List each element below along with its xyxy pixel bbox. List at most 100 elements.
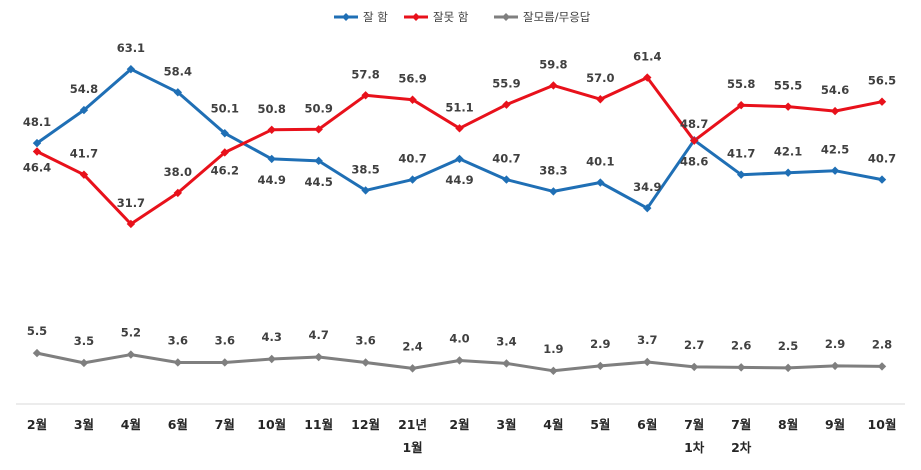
data-point-approve xyxy=(596,178,605,187)
data-label-disapprove: 41.7 xyxy=(70,147,98,161)
data-label-approve: 48.1 xyxy=(23,115,51,129)
data-point-disapprove xyxy=(690,136,699,145)
x-tick-label: 2월 xyxy=(449,417,469,432)
x-tick-labels: 2월 3월 4월 6월 7월 10월 11월 12월 21년 1월 2월 3월 4월 5월 6월 7월 1차 7월… xyxy=(27,417,897,455)
data-point-unsure xyxy=(173,358,183,367)
data-label-approve: 38.3 xyxy=(539,163,567,177)
data-point-unsure xyxy=(455,356,464,365)
data-point-disapprove xyxy=(783,102,793,111)
legend-marker-unsure xyxy=(502,13,510,21)
x-tick-label: 6월 xyxy=(637,417,657,432)
data-point-unsure xyxy=(408,364,417,373)
data-point-unsure xyxy=(32,348,42,358)
data-label-unsure: 1.9 xyxy=(543,342,563,356)
data-labels: 48.1 54.8 63.1 58.4 50.1 44.9 44.5 38.5 40.7 44.9… xyxy=(23,41,896,356)
data-point-disapprove xyxy=(408,95,417,104)
data-point-approve xyxy=(126,64,136,74)
data-point-unsure xyxy=(361,358,370,367)
data-label-approve: 40.7 xyxy=(868,152,896,166)
data-point-unsure xyxy=(220,358,229,367)
data-point-disapprove xyxy=(361,91,370,100)
data-point-approve xyxy=(549,187,558,196)
x-tick-label: 10월 xyxy=(257,417,286,432)
data-point-disapprove xyxy=(830,106,840,116)
series-lines xyxy=(36,67,883,373)
data-label-disapprove: 48.6 xyxy=(680,155,708,169)
data-label-approve: 42.5 xyxy=(821,143,849,157)
data-point-unsure xyxy=(736,363,746,372)
x-tick-label: 12월 xyxy=(351,417,380,432)
legend-marker-approve xyxy=(342,13,350,21)
data-point-unsure xyxy=(596,361,605,371)
data-point-approve xyxy=(830,166,840,175)
data-point-approve xyxy=(877,175,887,184)
data-label-unsure: 2.6 xyxy=(731,338,751,352)
data-label-approve: 40.7 xyxy=(398,152,426,166)
x-tick-label: 1월 xyxy=(402,440,422,455)
data-point-approve xyxy=(455,154,464,164)
data-point-disapprove xyxy=(643,73,652,82)
data-point-approve xyxy=(502,175,511,184)
x-tick-label: 21년 xyxy=(398,417,427,432)
x-tick-label: 2월 xyxy=(27,417,47,432)
data-point-unsure xyxy=(314,352,323,362)
data-label-disapprove: 54.6 xyxy=(821,83,849,97)
data-label-disapprove: 50.9 xyxy=(304,101,332,115)
data-point-approve xyxy=(220,129,229,138)
data-point-disapprove xyxy=(877,97,887,106)
data-label-unsure: 2.4 xyxy=(402,339,422,353)
x-tick-label: 11월 xyxy=(304,417,333,432)
x-tick-label: 9월 xyxy=(825,417,845,432)
data-label-disapprove: 55.9 xyxy=(492,77,520,91)
data-point-unsure xyxy=(783,363,793,373)
data-label-unsure: 4.0 xyxy=(449,331,469,345)
data-point-unsure xyxy=(549,366,558,376)
x-tick-label: 7월 xyxy=(215,417,235,432)
data-label-unsure: 3.5 xyxy=(74,334,94,348)
data-point-unsure xyxy=(79,358,89,368)
data-point-disapprove xyxy=(267,125,276,135)
data-point-disapprove xyxy=(126,219,136,229)
data-point-approve xyxy=(314,156,323,166)
data-point-disapprove xyxy=(596,95,605,104)
data-point-unsure xyxy=(690,362,699,372)
data-label-unsure: 5.5 xyxy=(27,324,47,338)
data-label-approve: 40.7 xyxy=(492,152,520,166)
x-tick-label: 4월 xyxy=(543,417,563,432)
data-label-unsure: 2.9 xyxy=(825,337,845,351)
data-point-disapprove xyxy=(502,100,511,109)
data-point-approve xyxy=(79,105,89,115)
data-label-disapprove: 55.8 xyxy=(727,77,755,91)
data-point-approve xyxy=(267,154,276,164)
data-point-unsure xyxy=(877,362,887,371)
data-label-unsure: 3.7 xyxy=(637,333,657,347)
legend-label-approve: 잘 함 xyxy=(363,10,388,24)
x-tick-label: 4월 xyxy=(121,417,141,432)
data-label-approve: 42.1 xyxy=(774,145,802,159)
data-point-approve xyxy=(643,203,652,213)
x-tick-label: 3월 xyxy=(496,417,516,432)
data-point-unsure xyxy=(643,357,652,367)
x-tick-label: 7월 xyxy=(684,417,704,432)
data-label-disapprove: 38.0 xyxy=(164,165,192,179)
data-label-approve: 50.1 xyxy=(211,101,239,115)
legend-marker-disapprove xyxy=(412,13,420,21)
data-label-disapprove: 57.8 xyxy=(351,67,379,81)
data-label-disapprove: 50.8 xyxy=(258,102,286,116)
data-point-unsure xyxy=(267,354,276,364)
data-label-approve: 63.1 xyxy=(117,41,145,55)
data-label-unsure: 4.3 xyxy=(262,330,282,344)
data-point-approve xyxy=(32,138,42,148)
data-label-disapprove: 46.4 xyxy=(23,160,51,174)
data-label-approve: 44.9 xyxy=(258,173,286,187)
x-tick-label: 8월 xyxy=(778,417,798,432)
data-label-disapprove: 61.4 xyxy=(633,50,661,64)
data-label-approve: 40.1 xyxy=(586,155,614,169)
data-label-unsure: 3.6 xyxy=(168,333,188,347)
data-label-approve: 38.5 xyxy=(351,162,379,176)
data-label-approve: 44.5 xyxy=(304,175,332,189)
data-point-unsure xyxy=(502,359,511,368)
data-point-disapprove xyxy=(314,125,323,134)
legend-label-unsure: 잘모름/무응답 xyxy=(523,10,591,24)
